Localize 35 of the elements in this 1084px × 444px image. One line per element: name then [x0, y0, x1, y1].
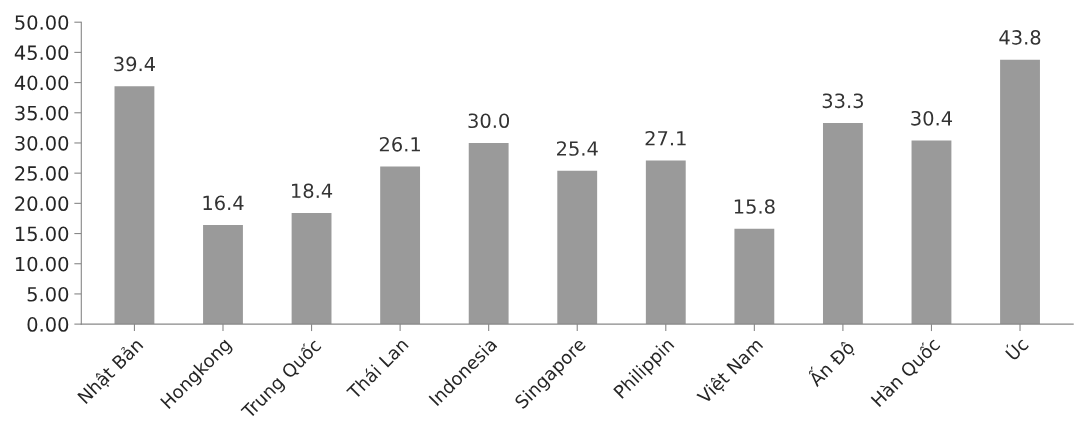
- y-tick-label: 0.00: [27, 317, 69, 332]
- bar: [380, 166, 421, 325]
- data-label: 15.8: [734, 199, 775, 214]
- bar: [1000, 59, 1040, 325]
- y-tick-label: 25.00: [15, 166, 69, 181]
- data-label: 33.3: [822, 93, 863, 109]
- x-tick-label: Úc: [1002, 334, 1030, 362]
- y-tick-label: 40.00: [14, 75, 69, 91]
- data-label: 27.1: [645, 130, 686, 146]
- data-label: 30.0: [468, 113, 510, 129]
- data-label: 39.4: [114, 56, 155, 72]
- bar: [822, 123, 863, 325]
- y-tick-label: 5.00: [27, 286, 69, 302]
- x-tick-label: Ấn Độ: [804, 336, 858, 390]
- data-label: 16.4: [203, 195, 244, 211]
- bar: [468, 142, 509, 325]
- bar: [911, 140, 952, 325]
- data-label: 26.1: [379, 136, 420, 152]
- bar: [734, 228, 775, 325]
- y-tick-label: 10.00: [15, 256, 69, 272]
- bar: [645, 160, 686, 325]
- bar: [114, 86, 155, 325]
- bar: [557, 170, 598, 325]
- data-label: 43.8: [999, 30, 1041, 45]
- y-tick-label: 30.00: [15, 135, 69, 151]
- y-tick-label: 45.00: [14, 45, 69, 61]
- y-tick-label: 50.00: [15, 15, 69, 30]
- y-tick-label: 20.00: [15, 196, 69, 212]
- y-tick-label: 15.00: [15, 226, 69, 242]
- data-label: 25.4: [557, 141, 598, 156]
- bar: [291, 213, 332, 325]
- data-label: 30.4: [911, 110, 953, 126]
- y-tick-label: 35.00: [15, 105, 69, 121]
- bar: [203, 225, 243, 325]
- data-label: 18.4: [292, 183, 333, 199]
